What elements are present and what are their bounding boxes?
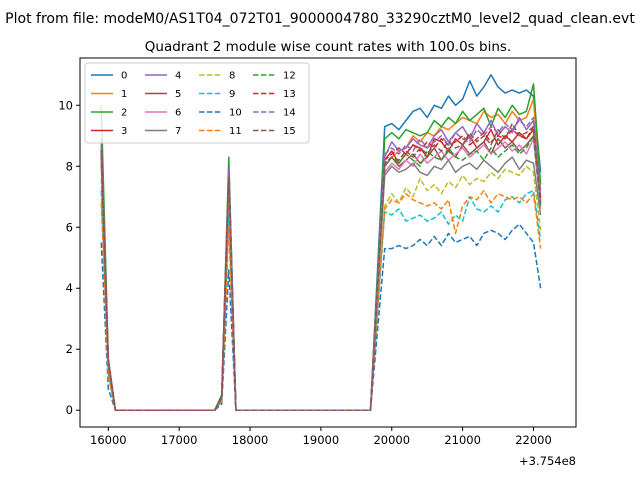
legend-label-3: 3 — [121, 126, 127, 137]
legend-label-10: 10 — [229, 108, 242, 119]
x-tick-label: 18000 — [232, 433, 269, 447]
legend-label-6: 6 — [175, 108, 181, 119]
x-tick-label: 21000 — [444, 433, 481, 447]
series-line-10 — [100, 223, 542, 411]
y-tick-label: 6 — [66, 220, 73, 234]
legend-label-7: 7 — [175, 126, 181, 137]
legend-label-5: 5 — [175, 89, 181, 100]
chart-title: Quadrant 2 module wise count rates with … — [145, 39, 511, 55]
y-tick-label: 8 — [66, 159, 73, 173]
legend-label-1: 1 — [121, 89, 127, 100]
legend-label-4: 4 — [175, 71, 181, 82]
legend-label-8: 8 — [229, 71, 235, 82]
legend-label-0: 0 — [121, 71, 127, 82]
plot-area: 16000 17000 18000 19000 20000 21000 22000 0 2 4 6… — [58, 57, 577, 468]
series-line-12 — [100, 135, 542, 411]
series-layer — [100, 74, 542, 411]
legend-label-9: 9 — [229, 89, 235, 100]
legend-label-13: 13 — [283, 89, 296, 100]
y-axis: 0 2 4 6 8 10 — [58, 98, 80, 417]
x-tick-label: 16000 — [90, 433, 127, 447]
legend-label-12: 12 — [283, 71, 296, 82]
legend-label-15: 15 — [283, 126, 296, 137]
x-tick-label: 19000 — [303, 433, 340, 447]
legend-label-11: 11 — [229, 126, 242, 137]
figure-suptitle: Plot from file: modeM0/AS1T04_072T01_900… — [5, 11, 635, 27]
y-tick-label: 0 — [66, 403, 73, 417]
series-line-15 — [100, 122, 542, 411]
legend-label-2: 2 — [121, 108, 127, 119]
y-tick-label: 10 — [58, 98, 73, 112]
legend-label-14: 14 — [283, 108, 296, 119]
legend-box — [84, 62, 310, 144]
x-tick-label: 17000 — [161, 433, 198, 447]
series-line-8 — [100, 165, 542, 411]
y-tick-label: 4 — [66, 281, 73, 295]
x-tick-label: 22000 — [515, 433, 552, 447]
y-tick-label: 2 — [66, 342, 73, 356]
axes-frame — [79, 57, 577, 428]
x-offset-label: +3.754e8 — [519, 454, 576, 468]
x-tick-label: 20000 — [373, 433, 410, 447]
x-axis: 16000 17000 18000 19000 20000 21000 22000 — [90, 427, 552, 447]
